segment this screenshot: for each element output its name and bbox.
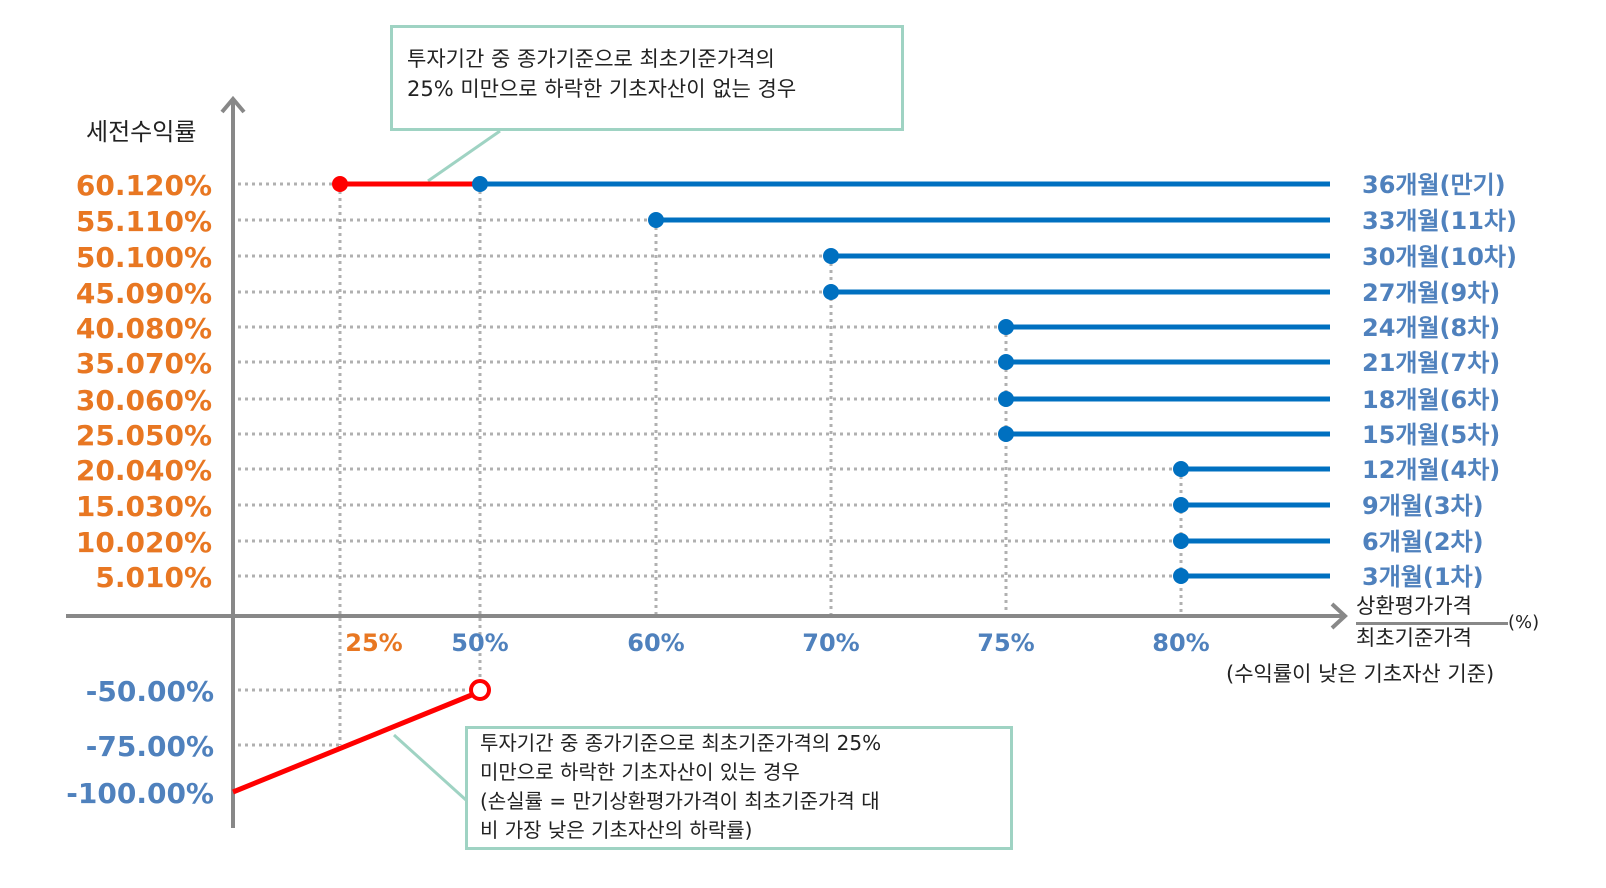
series-label: 18개월(6차) [1362, 386, 1500, 414]
payoff-marker [1173, 568, 1189, 584]
series-label: 12개월(4차) [1362, 456, 1500, 484]
series-label: 3개월(1차) [1362, 563, 1484, 591]
no-knockin-marker [332, 176, 348, 192]
knockin-open-marker [469, 679, 491, 701]
callout-no-knockin: 투자기간 중 종가기준으로 최초기준가격의 25% 미만으로 하락한 기초자산이… [390, 25, 904, 131]
x-tick-label: 80% [1152, 629, 1209, 657]
payoff-marker [1173, 461, 1189, 477]
payoff-marker [998, 426, 1014, 442]
callout-line: 미만으로 하락한 기초자산이 있는 경우 [480, 760, 800, 784]
payoff-marker [823, 248, 839, 264]
y-axis-title: 세전수익률 [86, 118, 197, 146]
series-label: 24개월(8차) [1362, 314, 1500, 342]
y-tick-label: -50.00% [86, 675, 214, 708]
callout-line: 25% 미만으로 하락한 기초자산이 없는 경우 [407, 77, 797, 101]
y-tick-label: 5.010% [95, 561, 212, 594]
y-tick-label: 35.070% [76, 347, 212, 380]
callout-line: 비 가장 낮은 기초자산의 하락률) [480, 818, 753, 842]
series-label: 27개월(9차) [1362, 279, 1500, 307]
y-tick-label: 25.050% [76, 419, 212, 452]
callout-pointer [392, 733, 468, 802]
payoff-marker [648, 212, 664, 228]
series-label: 21개월(7차) [1362, 349, 1500, 377]
y-tick-label: 15.030% [76, 490, 212, 523]
payoff-marker [998, 354, 1014, 370]
series-label: 33개월(11차) [1362, 207, 1517, 235]
callout-pointer [427, 129, 501, 183]
x-tick-label: 75% [977, 629, 1034, 657]
y-axis-arrow-icon [220, 95, 246, 114]
callout-line: (손실률 = 만기상환평가가격이 최초기준가격 대 [480, 789, 880, 813]
series-label: 6개월(2차) [1362, 528, 1484, 556]
y-tick-label: 10.020% [76, 526, 212, 559]
y-tick-label: 40.080% [76, 312, 212, 345]
x-tick-label: 60% [627, 629, 684, 657]
series-label: 9개월(3차) [1362, 492, 1484, 520]
x-tick-label: 70% [802, 629, 859, 657]
y-tick-label: 60.120% [76, 169, 212, 202]
series-label: 15개월(5차) [1362, 421, 1500, 449]
y-tick-label: 50.100% [76, 241, 212, 274]
x-axis-denominator: 최초기준가격 [1356, 626, 1472, 650]
x-axis-unit: (%) [1508, 612, 1540, 633]
series-label: 30개월(10차) [1362, 243, 1517, 271]
callout-line: 투자기간 중 종가기준으로 최초기준가격의 [407, 47, 775, 71]
x-axis-arrow-icon [1330, 602, 1348, 630]
x-axis-numerator: 상환평가가격 [1356, 594, 1472, 618]
x-tick-label: 50% [451, 629, 508, 657]
series-label: 36개월(만기) [1362, 171, 1506, 199]
payoff-marker [1173, 533, 1189, 549]
y-tick-label: -75.00% [86, 730, 214, 763]
payoff-marker [472, 176, 488, 192]
y-tick-label: 55.110% [76, 205, 212, 238]
payoff-marker [823, 284, 839, 300]
payoff-marker [998, 319, 1014, 335]
y-tick-label: -100.00% [66, 777, 214, 810]
x-axis-fraction-bar [1356, 622, 1508, 625]
x-axis-note: (수익률이 낮은 기초자산 기준) [1226, 662, 1495, 686]
knockin-loss-line [232, 691, 475, 795]
y-tick-label: 20.040% [76, 454, 212, 487]
y-tick-label: 45.090% [76, 277, 212, 310]
x-tick-label: 25% [345, 629, 402, 657]
payoff-marker [1173, 497, 1189, 513]
callout-knockin: 투자기간 중 종가기준으로 최초기준가격의 25% 미만으로 하락한 기초자산이… [465, 726, 1013, 850]
callout-line: 투자기간 중 종가기준으로 최초기준가격의 25% [480, 731, 882, 755]
payoff-marker [998, 391, 1014, 407]
y-tick-label: 30.060% [76, 384, 212, 417]
